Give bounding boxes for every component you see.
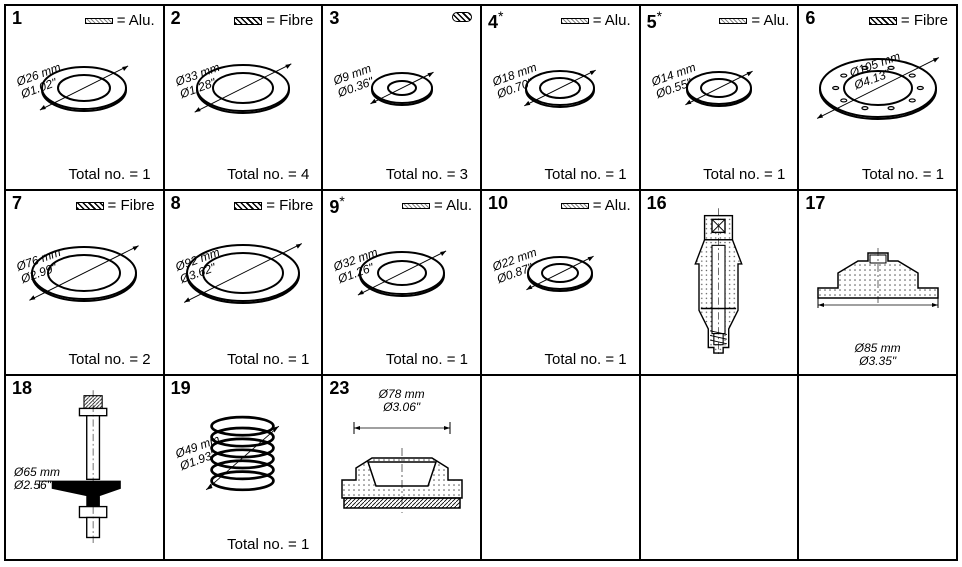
part-drawing: Ø22 mmØ0.87" [488,195,633,351]
part-drawing: Ø26 mmØ1.02" [12,10,157,166]
part-cell-19: 19 Ø49 mmØ1.93"Total no. = 1 [164,375,323,560]
total-count: Total no. = 2 [12,351,157,370]
total-count: Total no. = 3 [329,166,474,185]
empty-cell [798,375,957,560]
dimension-label: Ø65 mmØ2.56" [14,466,60,492]
part-drawing: Ø49 mmØ1.93" [171,380,316,536]
part-drawing: Ø92 mmØ3.62" [171,195,316,351]
total-count: Total no. = 1 [805,166,950,185]
empty-cell [481,375,640,560]
dimension-label: Ø78 mmØ3.06" [329,388,474,414]
part-cell-4: 4* = Alu. Ø18 mmØ0.70"Total no. = 1 [481,5,640,190]
part-cell-5: 5* = Alu. Ø14 mmØ0.55"Total no. = 1 [640,5,799,190]
part-drawing: Ø85 mmØ3.35" [805,195,950,370]
total-count: Total no. = 1 [329,351,474,370]
part-drawing: Ø65 mmØ2.56" [12,380,157,555]
part-drawing [647,195,792,370]
part-cell-2: 2 = Fibre Ø33 mmØ1.28"Total no. = 4 [164,5,323,190]
part-cell-7: 7 = Fibre Ø76 mmØ2.99"Total no. = 2 [5,190,164,375]
part-cell-9: 9* = Alu. Ø32 mmØ1.26"Total no. = 1 [322,190,481,375]
part-drawing: Ø18 mmØ0.70" [488,10,633,166]
total-count: Total no. = 1 [171,351,316,370]
part-cell-6: 6 = Fibre Ø105 mmØ4.13"Total no. = 1 [798,5,957,190]
part-drawing: Ø76 mmØ2.99" [12,195,157,351]
part-cell-16: 16 [640,190,799,375]
part-cell-8: 8 = Fibre Ø92 mmØ3.62"Total no. = 1 [164,190,323,375]
part-drawing: Ø32 mmØ1.26" [329,195,474,351]
total-count: Total no. = 1 [488,166,633,185]
parts-grid: 1 = Alu. Ø26 mmØ1.02"Total no. = 12 = Fi… [4,4,958,561]
part-cell-10: 10 = Alu. Ø22 mmØ0.87"Total no. = 1 [481,190,640,375]
part-drawing: Ø78 mmØ3.06" [329,380,474,555]
total-count: Total no. = 1 [171,536,316,555]
part-cell-1: 1 = Alu. Ø26 mmØ1.02"Total no. = 1 [5,5,164,190]
empty-cell [640,375,799,560]
part-cell-3: 3 Ø9 mmØ0.36"Total no. = 3 [322,5,481,190]
total-count: Total no. = 1 [488,351,633,370]
part-cell-17: 17 Ø85 mmØ3.35" [798,190,957,375]
part-drawing: Ø14 mmØ0.55" [647,10,792,166]
total-count: Total no. = 1 [12,166,157,185]
part-cell-18: 18 Ø65 mmØ2.56" [5,375,164,560]
part-drawing: Ø9 mmØ0.36" [329,10,474,166]
total-count: Total no. = 1 [647,166,792,185]
part-drawing: Ø33 mmØ1.28" [171,10,316,166]
dimension-label: Ø85 mmØ3.35" [805,342,950,368]
part-drawing: Ø105 mmØ4.13" [805,10,950,166]
part-cell-23: 23 Ø78 mmØ3.06" [322,375,481,560]
total-count: Total no. = 4 [171,166,316,185]
